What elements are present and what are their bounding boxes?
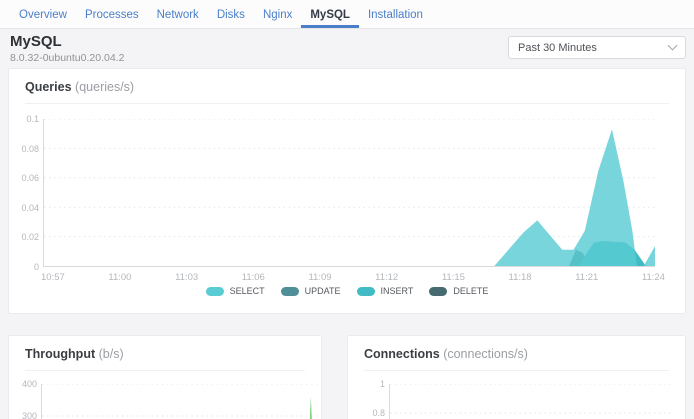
chart-title-text: Connections xyxy=(364,347,440,361)
y-axis-throughput: 400 300 xyxy=(9,379,37,419)
divider xyxy=(25,370,305,371)
queries-chart xyxy=(44,119,655,266)
legend-label: INSERT xyxy=(380,286,414,296)
x-axis-label: 11:21 xyxy=(575,272,599,283)
x-axis-queries: 10:57 11:00 11:03 11:06 11:09 11:12 11:15 11:18… xyxy=(41,272,665,283)
chevron-down-icon xyxy=(667,40,678,51)
x-axis-label: 11:18 xyxy=(508,272,532,283)
chart-unit-text: (b/s) xyxy=(98,347,124,361)
chart-title-text: Throughput xyxy=(25,347,96,361)
chart-title-connections: Connections (connections/s) xyxy=(348,336,685,370)
x-axis-label: 11:12 xyxy=(375,272,399,283)
legend-item-delete: DELETE xyxy=(429,286,488,296)
connections-chart xyxy=(390,384,671,414)
tab-nginx[interactable]: Nginx xyxy=(262,8,293,21)
legend-label: UPDATE xyxy=(304,286,341,296)
throughput-chart xyxy=(42,384,319,419)
chart-unit-text: (connections/s) xyxy=(443,347,528,361)
legend-item-select: SELECT xyxy=(205,286,265,296)
x-axis-label: 11:06 xyxy=(241,272,265,283)
tab-disks[interactable]: Disks xyxy=(216,8,245,21)
chart-unit-text: (queries/s) xyxy=(75,80,135,94)
tab-processes[interactable]: Processes xyxy=(84,8,139,21)
chart-title-text: Queries xyxy=(25,80,72,94)
chart-title-queries: Queries (queries/s) xyxy=(9,69,685,103)
y-axis-label: 0.08 xyxy=(21,143,39,154)
series-throughput xyxy=(309,396,312,419)
series-select xyxy=(494,129,655,266)
throughput-card: Throughput (b/s) 400 300 xyxy=(8,335,322,419)
throughput-plot-area xyxy=(41,384,319,419)
y-axis-label: 0.02 xyxy=(21,232,39,243)
y-axis-label: 1 xyxy=(379,379,385,389)
x-axis-label: 11:24 xyxy=(641,272,665,283)
legend-swatch xyxy=(356,286,375,296)
y-axis-queries: 0.1 0.08 0.06 0.04 0.02 0 xyxy=(9,114,39,272)
queries-legend: SELECT UPDATE INSERT DELETE xyxy=(9,286,685,296)
legend-swatch xyxy=(205,286,224,296)
connections-card: Connections (connections/s) 1 0.8 xyxy=(347,335,686,419)
legend-item-insert: INSERT xyxy=(356,286,414,296)
chart-title-throughput: Throughput (b/s) xyxy=(9,336,321,370)
x-axis-label: 10:57 xyxy=(41,272,65,283)
legend-label: DELETE xyxy=(453,286,489,296)
y-axis-label: 0.04 xyxy=(21,202,39,213)
mysql-version: 8.0.32-0ubuntu0.20.04.2 xyxy=(10,52,125,64)
x-axis-label: 11:03 xyxy=(175,272,199,283)
y-axis-label: 400 xyxy=(21,379,37,389)
y-axis-label: 0.8 xyxy=(372,408,385,419)
legend-item-update: UPDATE xyxy=(280,286,341,296)
x-axis-label: 11:00 xyxy=(108,272,132,283)
x-axis-label: 11:09 xyxy=(308,272,332,283)
queries-plot-area xyxy=(43,119,655,267)
page-header: MySQL 8.0.32-0ubuntu0.20.04.2 xyxy=(10,33,124,64)
legend-label: SELECT xyxy=(229,286,265,296)
tab-mysql[interactable]: MySQL xyxy=(301,0,359,28)
tab-network[interactable]: Network xyxy=(156,8,199,21)
y-axis-label: 0.06 xyxy=(21,173,39,184)
legend-swatch xyxy=(280,286,299,296)
y-axis-connections: 1 0.8 xyxy=(348,379,385,419)
tab-installation[interactable]: Installation xyxy=(367,8,423,21)
connections-plot-area xyxy=(389,384,671,419)
page-title: MySQL xyxy=(10,33,62,50)
divider xyxy=(364,370,669,371)
tab-overview[interactable]: Overview xyxy=(19,8,67,21)
divider xyxy=(25,103,669,104)
y-axis-label: 0 xyxy=(33,262,39,272)
time-range-select[interactable]: Past 30 Minutes xyxy=(508,36,686,59)
queries-card: Queries (queries/s) 0.1 0.08 0.06 0.04 0.02 0… xyxy=(8,68,686,314)
y-axis-label: 0.1 xyxy=(26,114,39,124)
tab-bar: Overview Processes Network Disks Nginx MySQL I… xyxy=(0,0,694,29)
legend-swatch xyxy=(429,286,448,296)
x-axis-label: 11:15 xyxy=(441,272,465,283)
y-axis-label: 300 xyxy=(21,411,37,419)
time-range-value: Past 30 Minutes xyxy=(518,41,597,54)
